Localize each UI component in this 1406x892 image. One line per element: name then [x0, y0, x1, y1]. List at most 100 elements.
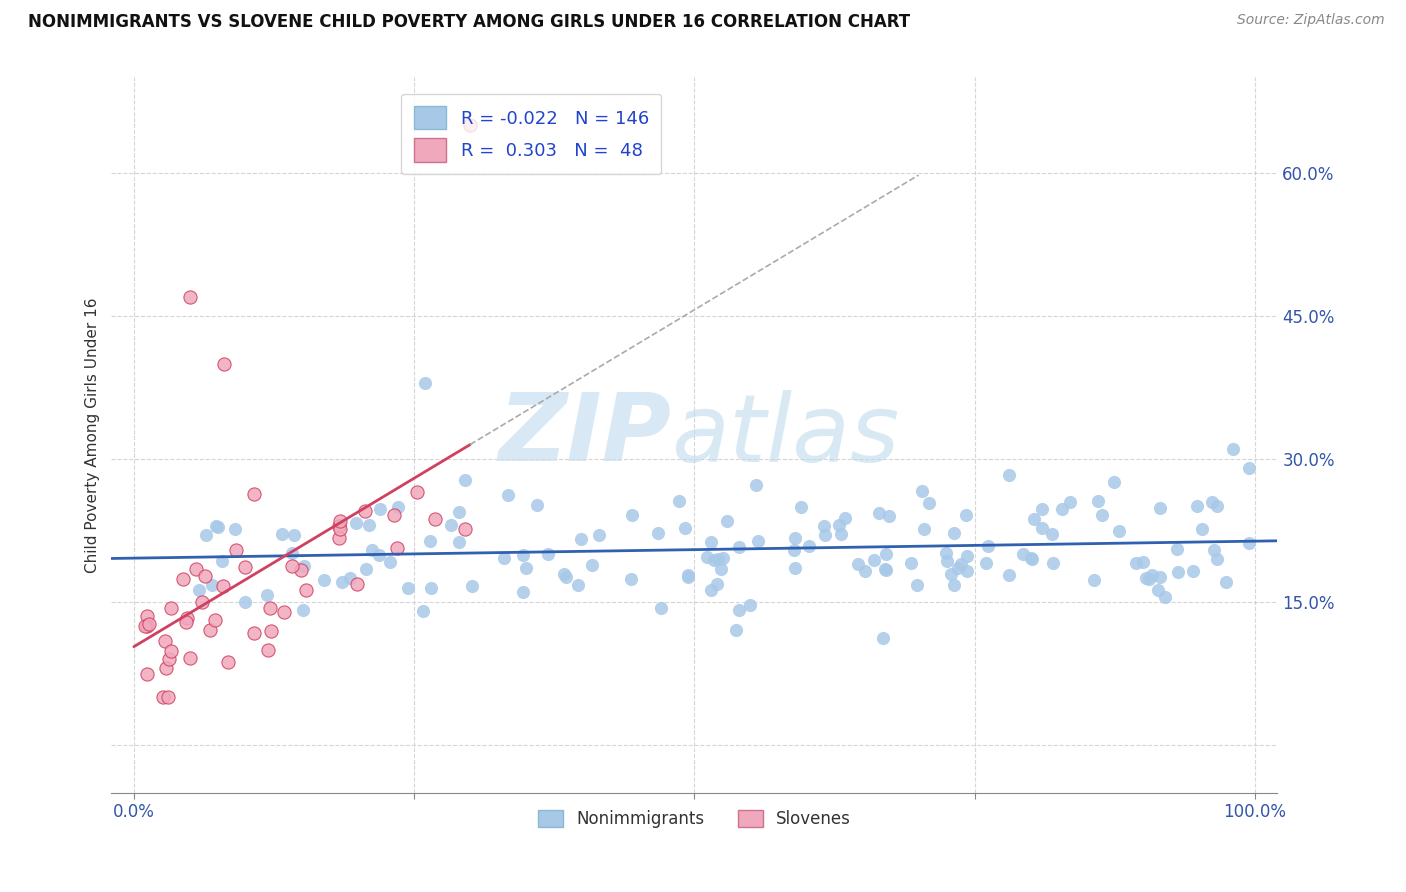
- Point: [1191, 522, 1213, 536]
- Point: [312, 574, 335, 588]
- Point: [235, 560, 257, 574]
- Point: [259, 600, 281, 615]
- Point: [853, 564, 876, 578]
- Point: [256, 588, 278, 602]
- Point: [877, 509, 900, 524]
- Point: [1167, 565, 1189, 579]
- Point: [1087, 493, 1109, 508]
- Point: [834, 511, 856, 525]
- Point: [706, 576, 728, 591]
- Point: [283, 528, 305, 542]
- Point: [955, 508, 977, 522]
- Point: [1149, 501, 1171, 516]
- Point: [569, 532, 592, 546]
- Point: [176, 611, 198, 625]
- Point: [997, 567, 1019, 582]
- Point: [458, 118, 481, 132]
- Point: [412, 604, 434, 618]
- Point: [1042, 557, 1064, 571]
- Point: [946, 561, 969, 575]
- Point: [1142, 567, 1164, 582]
- Point: [740, 599, 762, 613]
- Point: [813, 519, 835, 533]
- Point: [153, 634, 176, 648]
- Point: [512, 584, 534, 599]
- Point: [935, 546, 957, 560]
- Point: [201, 577, 224, 591]
- Point: [863, 552, 886, 566]
- Point: [160, 644, 183, 658]
- Point: [354, 504, 377, 518]
- Point: [447, 505, 470, 519]
- Point: [526, 499, 548, 513]
- Point: [1215, 574, 1237, 589]
- Point: [1019, 551, 1042, 566]
- Point: [1206, 551, 1229, 566]
- Point: [1059, 495, 1081, 509]
- Y-axis label: Child Poverty Among Girls Under 16: Child Poverty Among Girls Under 16: [86, 297, 100, 573]
- Point: [217, 655, 239, 669]
- Point: [460, 579, 482, 593]
- Point: [700, 582, 723, 597]
- Point: [555, 570, 578, 584]
- Point: [785, 561, 807, 575]
- Point: [454, 523, 477, 537]
- Point: [368, 501, 391, 516]
- Point: [1031, 502, 1053, 516]
- Point: [956, 549, 979, 563]
- Point: [875, 563, 897, 577]
- Point: [281, 558, 304, 573]
- Point: [911, 483, 934, 498]
- Point: [1222, 442, 1244, 457]
- Point: [292, 558, 315, 573]
- Point: [367, 548, 389, 562]
- Point: [728, 541, 751, 555]
- Point: [949, 557, 972, 571]
- Point: [273, 605, 295, 619]
- Point: [225, 543, 247, 558]
- Point: [912, 522, 935, 536]
- Point: [1125, 556, 1147, 570]
- Point: [155, 660, 177, 674]
- Point: [1091, 508, 1114, 523]
- Point: [1042, 527, 1064, 541]
- Point: [868, 506, 890, 520]
- Point: [900, 556, 922, 570]
- Point: [415, 376, 437, 390]
- Point: [447, 535, 470, 549]
- Point: [783, 531, 806, 545]
- Point: [1237, 536, 1260, 550]
- Point: [387, 500, 409, 515]
- Point: [1166, 542, 1188, 557]
- Point: [1239, 461, 1261, 475]
- Point: [328, 531, 350, 545]
- Point: [361, 543, 384, 558]
- Point: [157, 651, 180, 665]
- Text: ZIP: ZIP: [498, 389, 671, 481]
- Point: [496, 488, 519, 502]
- Point: [346, 576, 368, 591]
- Point: [257, 642, 280, 657]
- Point: [1104, 475, 1126, 490]
- Point: [828, 518, 851, 533]
- Point: [1083, 573, 1105, 587]
- Text: atlas: atlas: [671, 390, 900, 481]
- Point: [385, 541, 408, 556]
- Point: [650, 600, 672, 615]
- Point: [725, 624, 748, 638]
- Point: [211, 553, 233, 567]
- Point: [492, 551, 515, 566]
- Point: [872, 631, 894, 645]
- Point: [647, 525, 669, 540]
- Point: [728, 603, 751, 617]
- Point: [378, 555, 401, 569]
- Point: [440, 518, 463, 533]
- Point: [942, 578, 965, 592]
- Point: [696, 550, 718, 565]
- Point: [1031, 521, 1053, 535]
- Point: [1011, 547, 1033, 561]
- Point: [419, 533, 441, 548]
- Point: [194, 528, 217, 542]
- Point: [138, 617, 160, 632]
- Point: [187, 583, 209, 598]
